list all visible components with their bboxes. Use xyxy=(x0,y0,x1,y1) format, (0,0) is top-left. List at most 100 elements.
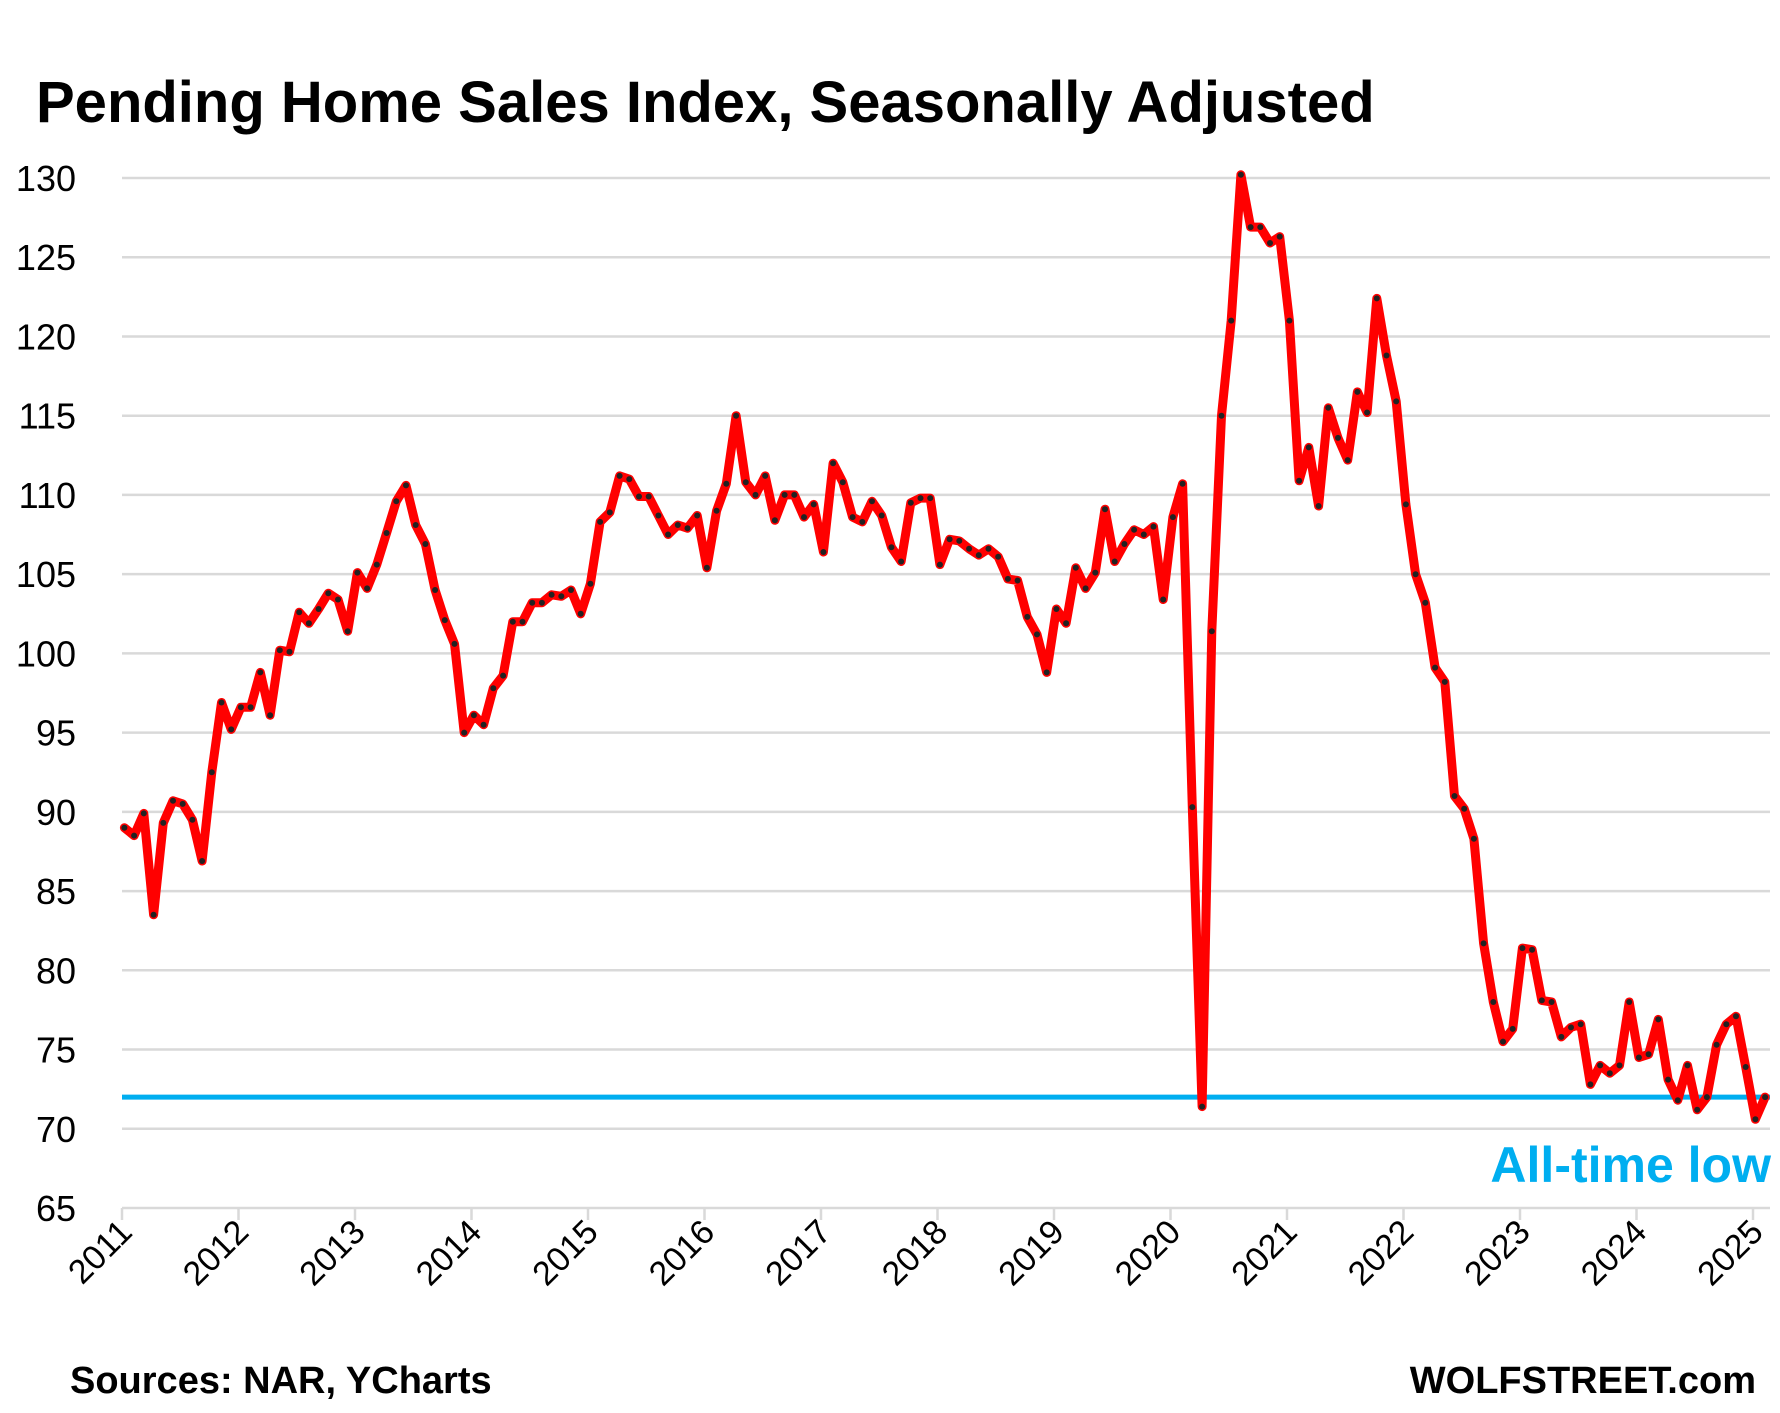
data-point-71 xyxy=(810,501,817,508)
data-point-27 xyxy=(383,530,390,536)
data-point-48 xyxy=(587,580,594,587)
data-point-6 xyxy=(179,800,186,807)
data-point-43 xyxy=(538,599,545,606)
data-point-99 xyxy=(1082,585,1089,592)
data-point-148 xyxy=(1558,1033,1565,1040)
data-point-72 xyxy=(820,549,827,555)
data-point-31 xyxy=(422,541,429,547)
data-point-58 xyxy=(684,525,691,532)
data-point-88 xyxy=(975,552,982,559)
data-point-144 xyxy=(1519,945,1526,952)
data-point-160 xyxy=(1674,1097,1681,1104)
data-point-166 xyxy=(1733,1013,1739,1020)
data-point-69 xyxy=(791,491,798,498)
data-point-124 xyxy=(1325,404,1332,411)
data-point-39 xyxy=(500,672,507,679)
data-point-151 xyxy=(1587,1081,1594,1088)
data-point-97 xyxy=(1063,620,1070,627)
data-point-8 xyxy=(199,858,206,864)
data-point-52 xyxy=(626,476,633,483)
data-point-34 xyxy=(451,640,458,647)
chart-title: Pending Home Sales Index, Seasonally Adj… xyxy=(36,70,1375,135)
data-point-28 xyxy=(393,498,400,505)
data-point-127 xyxy=(1354,388,1361,395)
data-point-150 xyxy=(1577,1021,1584,1028)
data-point-59 xyxy=(694,512,701,519)
y-tick-label-75: 75 xyxy=(36,1030,76,1071)
data-point-46 xyxy=(568,587,574,593)
data-point-116 xyxy=(1247,224,1254,231)
data-point-122 xyxy=(1305,444,1312,451)
data-point-21 xyxy=(325,590,332,597)
data-point-96 xyxy=(1053,606,1060,612)
data-point-84 xyxy=(936,561,943,568)
data-point-146 xyxy=(1538,997,1545,1004)
data-point-159 xyxy=(1665,1076,1672,1083)
data-point-77 xyxy=(869,498,875,505)
data-point-108 xyxy=(1169,514,1176,521)
series-group xyxy=(119,170,1770,1124)
data-point-131 xyxy=(1393,398,1400,405)
data-point-111 xyxy=(1199,1103,1206,1110)
y-tick-label-90: 90 xyxy=(36,792,76,833)
data-point-121 xyxy=(1296,477,1303,484)
data-point-22 xyxy=(335,596,341,603)
data-point-45 xyxy=(558,593,565,600)
y-tick-label-70: 70 xyxy=(36,1109,76,1150)
data-point-29 xyxy=(403,482,409,489)
data-point-161 xyxy=(1684,1062,1691,1069)
data-point-76 xyxy=(859,518,866,525)
data-point-68 xyxy=(781,491,788,498)
data-point-37 xyxy=(480,721,487,728)
data-point-32 xyxy=(432,587,439,593)
y-tick-label-100: 100 xyxy=(16,633,76,674)
data-point-10 xyxy=(218,699,225,706)
data-point-16 xyxy=(276,647,283,654)
data-point-123 xyxy=(1315,503,1322,509)
data-point-89 xyxy=(985,545,992,552)
data-point-139 xyxy=(1470,835,1477,842)
data-point-94 xyxy=(1034,631,1040,638)
data-point-63 xyxy=(733,412,740,419)
data-point-167 xyxy=(1742,1064,1749,1070)
data-point-149 xyxy=(1568,1024,1574,1031)
data-point-142 xyxy=(1500,1038,1506,1045)
data-point-128 xyxy=(1364,409,1371,416)
data-point-133 xyxy=(1412,571,1419,578)
data-point-125 xyxy=(1335,434,1341,441)
data-point-4 xyxy=(160,819,167,826)
data-point-134 xyxy=(1422,599,1429,606)
data-point-67 xyxy=(771,517,778,524)
y-tick-label-85: 85 xyxy=(36,871,76,912)
data-point-126 xyxy=(1344,457,1351,464)
data-point-64 xyxy=(742,479,749,486)
data-point-40 xyxy=(509,618,516,625)
data-point-165 xyxy=(1723,1021,1730,1028)
data-point-154 xyxy=(1616,1062,1623,1069)
data-point-104 xyxy=(1131,526,1138,533)
data-point-57 xyxy=(674,522,681,528)
data-point-33 xyxy=(441,617,448,624)
data-point-141 xyxy=(1490,999,1497,1005)
data-point-162 xyxy=(1694,1106,1701,1113)
data-point-41 xyxy=(519,618,526,625)
y-tick-label-130: 130 xyxy=(16,158,76,199)
y-tick-label-125: 125 xyxy=(16,237,76,278)
data-point-15 xyxy=(267,712,274,719)
data-point-103 xyxy=(1121,541,1128,547)
data-point-56 xyxy=(665,531,672,538)
data-point-87 xyxy=(966,545,973,552)
y-tick-label-95: 95 xyxy=(36,713,76,754)
data-point-19 xyxy=(305,620,312,627)
data-point-20 xyxy=(315,606,322,612)
data-point-98 xyxy=(1072,564,1079,571)
data-point-65 xyxy=(752,491,759,498)
data-point-5 xyxy=(170,797,176,804)
data-point-114 xyxy=(1228,317,1235,324)
data-point-55 xyxy=(655,512,662,519)
data-point-17 xyxy=(286,648,293,655)
data-point-153 xyxy=(1606,1070,1613,1077)
data-point-115 xyxy=(1237,171,1244,178)
